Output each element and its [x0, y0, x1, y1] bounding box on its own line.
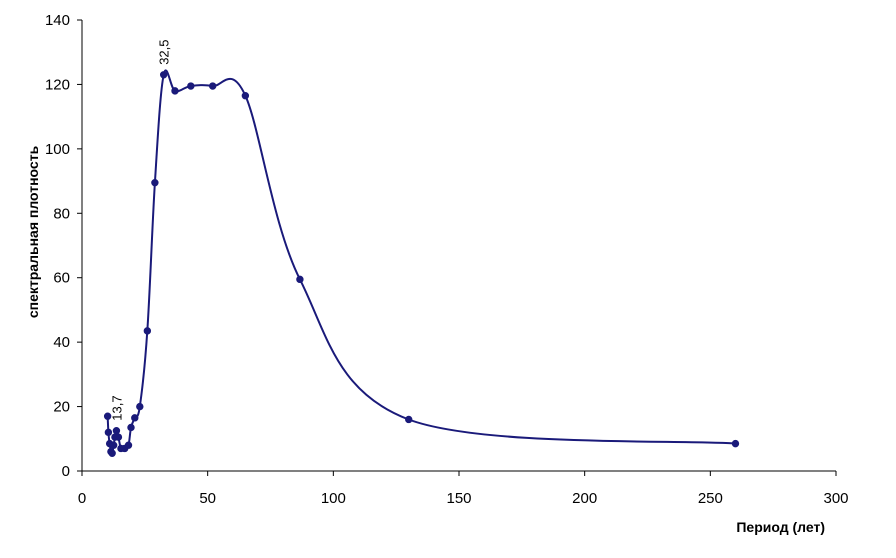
x-axis-label: Период (лет): [736, 519, 825, 535]
x-tick-label: 250: [698, 490, 723, 507]
y-tick-label: 120: [45, 76, 70, 93]
x-tick-label: 100: [321, 490, 346, 507]
data-point: [112, 427, 121, 435]
data-point: [151, 178, 159, 187]
data-point: [296, 275, 304, 284]
data-point: [159, 71, 168, 79]
series-line: [106, 69, 736, 455]
axes: [81, 20, 836, 472]
x-tick-label: 200: [572, 490, 597, 507]
data-point: [108, 449, 116, 457]
data-point: [731, 439, 740, 448]
data-point: [208, 82, 217, 90]
y-tick-label: 60: [53, 270, 70, 287]
data-point: [136, 402, 144, 411]
y-tick-label: 140: [45, 12, 70, 29]
y-tick-label: 80: [53, 205, 70, 222]
y-tick-label: 20: [53, 399, 70, 416]
data-point: [143, 327, 152, 335]
x-tick-label: 150: [446, 490, 471, 507]
data-points: [103, 71, 740, 457]
y-tick-label: 40: [53, 334, 70, 351]
data-point: [103, 412, 112, 420]
y-ticks: 0 20 40 60 80 100 120 140: [45, 12, 82, 480]
x-tick-label: 50: [199, 490, 216, 507]
x-ticks: 0 50 100 150 200 250 300: [78, 471, 849, 507]
data-point: [124, 441, 133, 449]
data-point: [187, 82, 195, 90]
data-point: [114, 433, 123, 441]
y-axis-label: спектральная плотность: [25, 145, 41, 318]
data-point: [104, 428, 113, 437]
x-tick-label: 300: [823, 490, 848, 507]
y-tick-label: 100: [45, 141, 70, 158]
annotation-label: 32,5: [157, 39, 172, 64]
x-tick-label: 0: [78, 490, 86, 507]
annotation-label: 13,7: [109, 395, 124, 420]
data-point: [405, 415, 413, 424]
y-tick-label: 0: [62, 463, 70, 480]
data-point: [131, 414, 139, 422]
annotations: 32,5 13,7: [109, 39, 171, 420]
data-point: [127, 423, 135, 432]
data-point: [171, 87, 179, 95]
data-point: [241, 92, 250, 100]
data-point: [109, 441, 118, 449]
